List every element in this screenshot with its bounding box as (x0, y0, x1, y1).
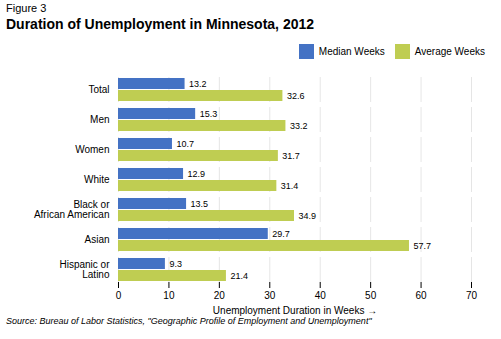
html-text:Average Weeks: Average Weeks (414, 46, 485, 57)
svg-text:Men: Men (90, 114, 109, 125)
svg-text:Women: Women (75, 144, 109, 155)
svg-text:13.2: 13.2 (189, 79, 207, 89)
svg-text:10: 10 (163, 290, 175, 301)
svg-text:34.9: 34.9 (298, 211, 316, 221)
svg-text:0: 0 (116, 290, 122, 301)
svg-text:10.7: 10.7 (176, 139, 194, 149)
svg-text:31.4: 31.4 (281, 181, 299, 191)
svg-text:Asian: Asian (84, 234, 109, 245)
svg-text:21.4: 21.4 (230, 271, 248, 281)
svg-text:20: 20 (214, 290, 226, 301)
svg-text:33.2: 33.2 (290, 121, 308, 131)
svg-text:31.7: 31.7 (282, 151, 300, 161)
svg-text:Unemployment Duration in Weeks: Unemployment Duration in Weeks → (213, 305, 377, 316)
svg-text:29.7: 29.7 (272, 229, 290, 239)
svg-text:Hispanic orLatino: Hispanic orLatino (59, 259, 110, 280)
html-text:Duration of Unemployment in Mi: Duration of Unemployment in Minnesota, 2… (6, 16, 314, 32)
html-text:Median Weeks: Median Weeks (318, 46, 385, 57)
svg-text:70: 70 (466, 290, 478, 301)
svg-text:57.7: 57.7 (413, 241, 431, 251)
svg-text:40: 40 (315, 290, 327, 301)
svg-text:60: 60 (416, 290, 428, 301)
svg-text:13.5: 13.5 (191, 199, 209, 209)
html-text:Figure 3: Figure 3 (6, 2, 47, 14)
svg-text:32.6: 32.6 (287, 91, 305, 101)
svg-text:Black orAfrican American: Black orAfrican American (34, 199, 110, 220)
svg-text:15.3: 15.3 (200, 109, 218, 119)
html-text:Source: Bureau of Labor Statis: Source: Bureau of Labor Statistics, "Geo… (6, 316, 372, 326)
svg-text:9.3: 9.3 (169, 259, 182, 269)
svg-text:50: 50 (365, 290, 377, 301)
svg-text:White: White (84, 174, 110, 185)
svg-text:30: 30 (264, 290, 276, 301)
svg-text:12.9: 12.9 (188, 169, 206, 179)
svg-text:Total: Total (88, 84, 109, 95)
